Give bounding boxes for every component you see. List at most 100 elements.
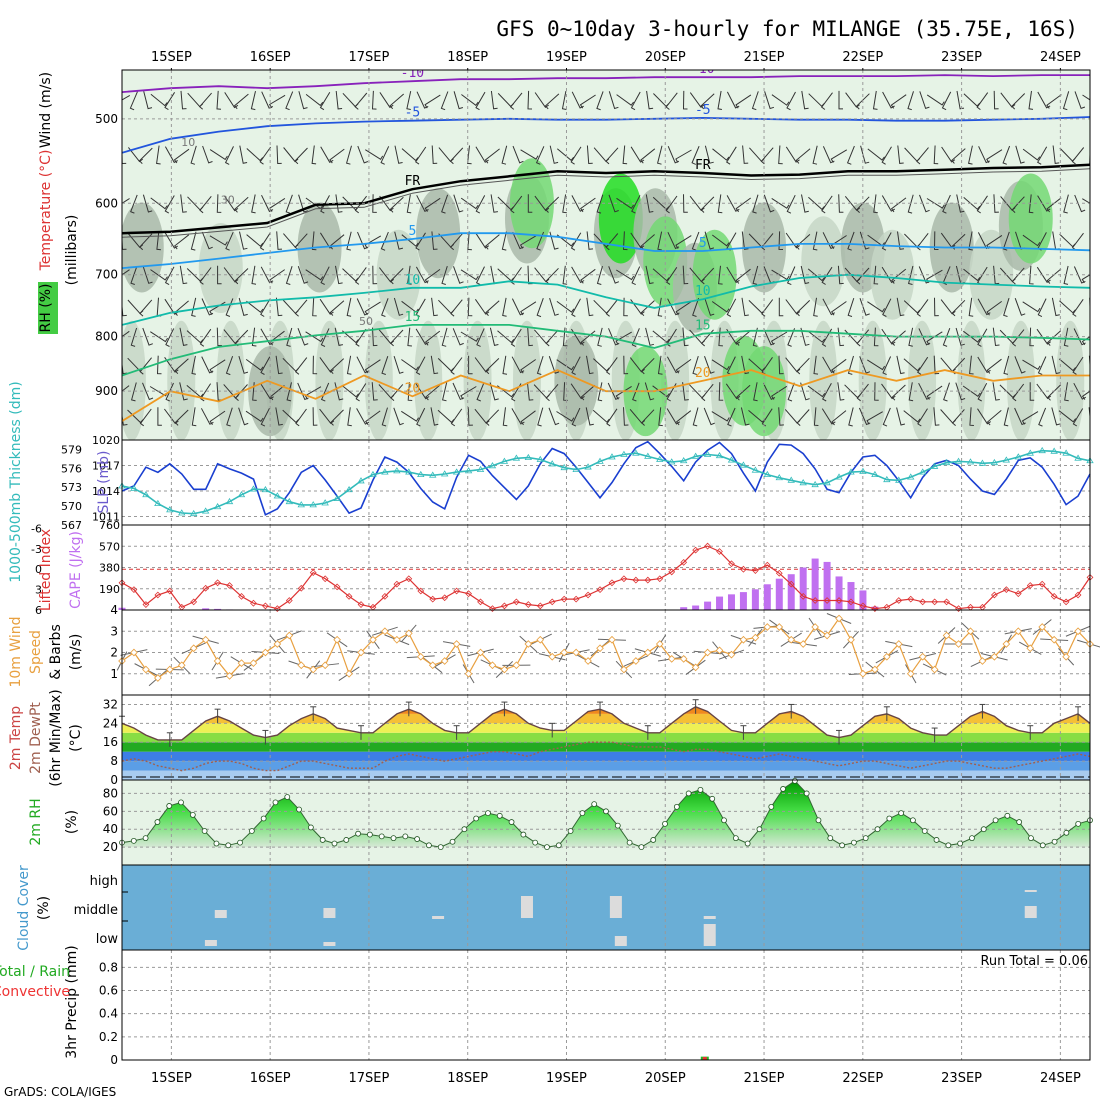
temp-ylabel-3-text: (6hr Min/Max) <box>48 689 64 786</box>
wind-barb <box>962 385 981 397</box>
wind-barb <box>354 92 368 110</box>
dewpoint-line <box>121 741 1091 772</box>
wind-barb <box>872 90 878 110</box>
thickness-marker <box>990 458 999 466</box>
wind-barb <box>856 267 870 285</box>
wind-barb <box>692 355 699 375</box>
wind-barb <box>919 194 930 213</box>
li-marker <box>584 591 592 599</box>
wind-speed-marker <box>177 661 186 670</box>
wind-barb <box>847 297 855 317</box>
wind-barb <box>867 301 886 313</box>
thickness-marker <box>261 485 270 493</box>
wind-barb <box>726 328 741 345</box>
thickness-marker <box>1062 449 1070 456</box>
li-tick-label: 0 <box>35 563 42 576</box>
thickness-ylabel-part-0: 1000-500mb Thickness (dm) <box>8 381 24 582</box>
wind-barb <box>571 356 581 375</box>
wind-speed-marker <box>536 635 545 644</box>
li-marker <box>931 598 939 606</box>
rh-marker <box>307 824 314 831</box>
wind-barb <box>150 331 169 343</box>
wind-barb <box>389 93 405 110</box>
wind-barb <box>335 194 343 213</box>
wind-barb <box>549 231 559 250</box>
li-marker <box>991 591 998 599</box>
wind-barb <box>1081 390 1090 400</box>
wind-speed-marker <box>273 640 282 648</box>
wind-barb <box>1046 384 1061 401</box>
date-label-bottom: 19SEP <box>546 1071 587 1086</box>
wind-barb <box>537 407 544 427</box>
wind-barb <box>586 297 594 317</box>
cloud-ylabel-1: Cloud Cover <box>16 865 32 951</box>
rh-marker <box>1051 838 1058 845</box>
wind-barb <box>623 355 629 375</box>
wind-speed-marker <box>763 623 772 631</box>
thickness-marker <box>656 455 664 462</box>
wind-barb <box>460 269 479 281</box>
wind-barb <box>683 194 688 213</box>
wind-barb <box>534 92 549 108</box>
thickness-marker <box>596 457 604 464</box>
wind-barb <box>305 94 324 107</box>
wind-barb <box>520 149 539 160</box>
wind-barb <box>415 383 430 400</box>
wind-barb <box>830 235 847 249</box>
temperature-contour-label: 20 <box>695 366 711 381</box>
wind-barb <box>644 382 655 401</box>
wind-barb <box>164 195 175 214</box>
wind-barb <box>969 407 974 426</box>
wind-barb <box>586 145 593 165</box>
wind-barb <box>320 382 330 402</box>
li-ylabel: Lifted Index <box>38 529 54 611</box>
wind-barb <box>718 265 723 285</box>
wind-barb <box>164 232 179 249</box>
precip-tick-label: 0.6 <box>99 984 118 998</box>
rh-marker <box>402 833 409 840</box>
wind-barb <box>475 266 485 286</box>
wind-barb <box>502 355 508 375</box>
temperature-contour-label: 15 <box>405 310 421 325</box>
wind-barb <box>390 384 404 401</box>
wind-barb <box>320 266 330 285</box>
rh-marker <box>744 840 751 847</box>
rh-marker <box>756 826 763 833</box>
li-marker <box>381 593 389 600</box>
rh-marker <box>390 835 397 842</box>
rh-marker <box>732 835 739 842</box>
wind-barb <box>122 269 130 276</box>
wind-barb <box>511 408 525 425</box>
wind-barb <box>579 94 596 109</box>
wind-barb <box>580 384 596 401</box>
li-marker <box>740 565 747 573</box>
rh-marker <box>296 806 302 813</box>
wind-barb <box>1063 265 1069 285</box>
li-marker <box>680 559 688 566</box>
wind-barb <box>630 146 645 163</box>
wind-barb <box>881 383 896 400</box>
wind-barb <box>963 268 981 282</box>
wind-barb <box>143 91 153 110</box>
wind-barb <box>238 355 249 374</box>
wind-barb <box>640 300 655 317</box>
thickness-marker <box>966 458 975 465</box>
temp-ylabel-3: (6hr Min/Max) <box>48 689 64 786</box>
wind-barb <box>389 196 404 213</box>
wind-barb <box>941 146 956 163</box>
wind-ylabel-3: & Barbs <box>48 624 64 680</box>
rh-shading <box>198 223 243 314</box>
wind-barb <box>312 407 318 426</box>
li-marker <box>620 575 628 583</box>
rh-marker <box>957 840 964 847</box>
wind-barb <box>778 231 784 250</box>
wind-barb <box>381 356 389 375</box>
li-marker <box>405 575 413 583</box>
cape-tick-label: 570 <box>99 540 120 553</box>
wind-barb <box>179 327 188 346</box>
rh-shading <box>414 320 443 440</box>
wind-speed-marker <box>751 633 760 642</box>
wind-barb <box>180 90 187 110</box>
wind-barb <box>926 198 945 209</box>
li-marker <box>178 603 186 611</box>
